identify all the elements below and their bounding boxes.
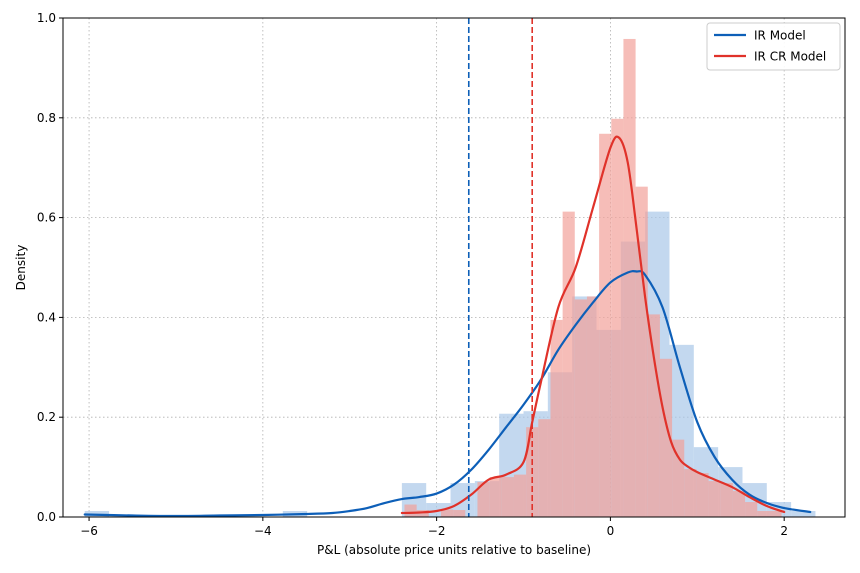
plot-frame (62, 17, 846, 518)
kde-line-ir-model (83, 270, 812, 518)
hist-bar-ir-model (791, 511, 816, 517)
hist-bar-ir-cr-model (513, 474, 527, 517)
hist-bar-ir-cr-model (611, 118, 624, 517)
hist-bar-ir-cr-model (440, 509, 454, 517)
y-tick-label: 1.0 (37, 11, 56, 25)
x-tick-label: 2 (780, 524, 788, 538)
hist-bar-ir-cr-model (696, 473, 709, 517)
y-tick-label: 0.6 (37, 211, 56, 225)
y-tick-label: 0.8 (37, 111, 56, 125)
hist-bar-ir-cr-model (416, 510, 429, 517)
y-tick-label: 0.4 (37, 310, 56, 324)
hist-bar-ir-cr-model (732, 491, 746, 517)
legend-label-ir-cr-model: IR CR Model (754, 50, 826, 64)
hist-bar-ir-cr-model (672, 439, 685, 517)
hist-bar-ir-cr-model (404, 504, 417, 517)
x-tick-label: −2 (428, 524, 446, 538)
hist-bar-ir-cr-model (757, 511, 770, 517)
x-tick-label: −6 (80, 524, 98, 538)
hist-bar-ir-cr-model (501, 477, 514, 517)
y-tick-label: 0.2 (37, 410, 56, 424)
x-tick-label: −4 (254, 524, 272, 538)
hist-bar-ir-cr-model (635, 186, 648, 518)
hist-bar-ir-cr-model (574, 299, 587, 517)
hist-bar-ir-cr-model (489, 477, 502, 517)
x-axis-label: P&L (absolute price units relative to ba… (317, 543, 591, 557)
hist-bar-ir-cr-model (477, 482, 490, 517)
legend-label-ir-model: IR Model (754, 29, 806, 43)
y-tick-label: 0.0 (37, 510, 56, 524)
histogram-layer (84, 38, 816, 518)
hist-bar-ir-cr-model (453, 510, 466, 517)
hist-bar-ir-cr-model (538, 419, 551, 517)
hist-bar-ir-cr-model (659, 358, 673, 517)
hist-bar-ir-cr-model (550, 319, 563, 517)
y-axis-label: Density (14, 245, 28, 291)
hist-bar-ir-cr-model (720, 483, 733, 517)
vline-layer (467, 18, 534, 517)
legend: IR Model IR CR Model (706, 22, 841, 71)
hist-bar-ir-cr-model (684, 469, 697, 517)
ticks-layer: −6 −4 −2 0 2 0.0 0.2 0.4 0.6 0.8 1.0 (37, 11, 788, 538)
hist-bar-ir-cr-model (769, 511, 782, 517)
hist-bar-ir-cr-model (586, 296, 600, 517)
hist-bar-ir-cr-model (562, 211, 575, 517)
kde-line-ir-cr-model (400, 135, 786, 515)
x-tick-label: 0 (607, 524, 615, 538)
kde-layer (83, 135, 812, 518)
hist-bar-ir-cr-model (745, 502, 758, 517)
hist-bar-ir-cr-model (647, 314, 660, 517)
hist-bar-ir-cr-model (623, 38, 636, 517)
hist-bar-ir-cr-model (708, 481, 721, 517)
hist-bar-ir-cr-model (599, 133, 612, 517)
